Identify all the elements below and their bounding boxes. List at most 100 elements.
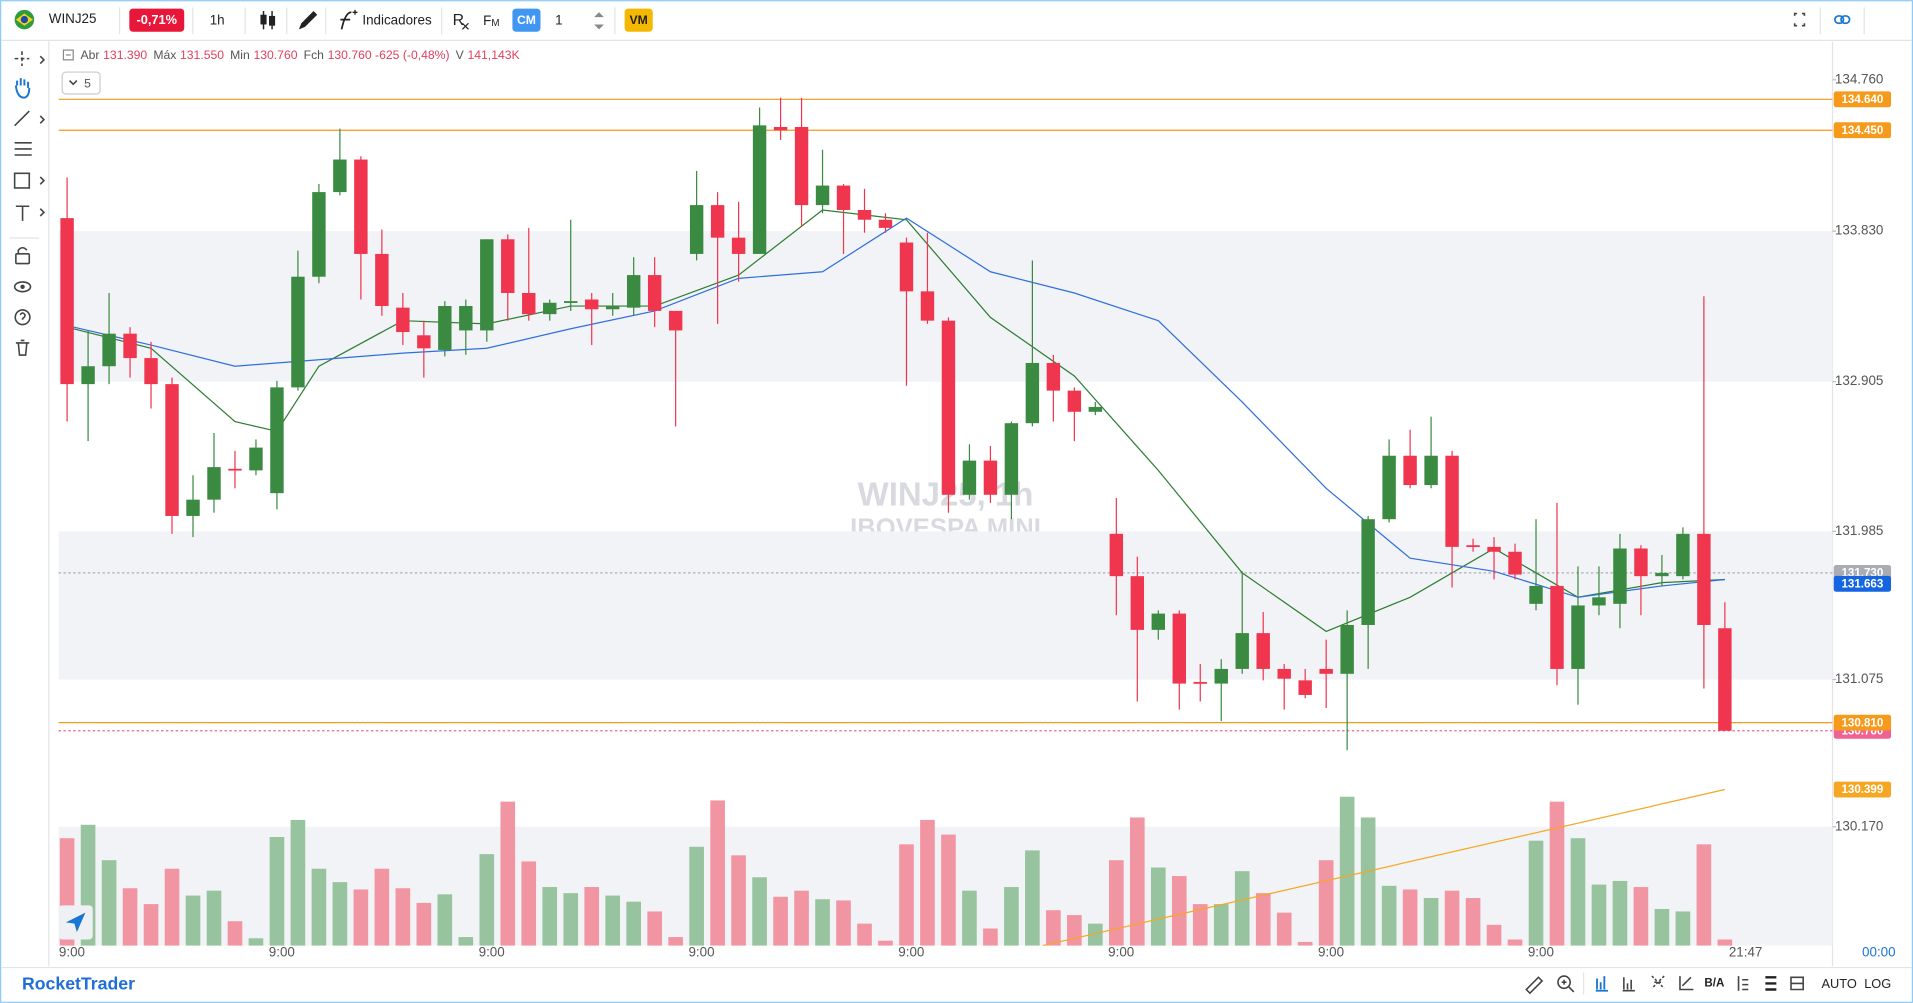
volume-bar — [395, 888, 411, 946]
auto-scale[interactable]: AUTO — [1821, 976, 1856, 991]
volume-bar — [458, 937, 474, 946]
zoom-plus — [1561, 979, 1575, 993]
volume-bar — [710, 800, 725, 946]
book-icon[interactable] — [1737, 976, 1749, 991]
line-tool[interactable] — [14, 110, 30, 127]
candle-body — [1046, 362, 1061, 391]
volume-bar — [731, 855, 746, 946]
volume-bar — [1654, 908, 1670, 946]
text-tool[interactable] — [15, 205, 30, 221]
spinner[interactable] — [594, 12, 604, 30]
y-tick-label: 131.985 — [1835, 523, 1883, 538]
rx-button[interactable]: R — [453, 12, 464, 29]
volume-bar — [1150, 867, 1166, 946]
eye-pupil — [20, 284, 25, 289]
volume-icon[interactable] — [1595, 976, 1608, 992]
candle-body — [920, 291, 935, 321]
quantity[interactable]: 1 — [555, 12, 562, 27]
grid-icon[interactable] — [1651, 975, 1665, 989]
candle-body — [1655, 572, 1669, 577]
info-label: Fch — [304, 48, 324, 62]
volume-bar — [353, 889, 369, 946]
hand-tool[interactable] — [14, 78, 31, 99]
candle-body — [1403, 455, 1417, 486]
list-icon[interactable] — [1765, 976, 1777, 991]
candle-body — [752, 125, 767, 254]
brand: RocketTrader — [22, 973, 135, 993]
volume-bar — [479, 854, 495, 946]
price-label: 134.450 — [1841, 125, 1883, 137]
volume-bar — [437, 894, 453, 946]
shape-tool[interactable] — [13, 172, 31, 189]
volume-bar — [1381, 885, 1397, 946]
collapse-icon[interactable] — [62, 49, 74, 61]
volume-bar — [374, 868, 390, 946]
volume-bar — [1486, 924, 1502, 946]
volume-bar — [962, 890, 977, 946]
volume-bar — [1507, 939, 1523, 946]
timeframe[interactable]: 1h — [210, 12, 225, 27]
moving-average — [66, 217, 1725, 598]
volume-bar — [1213, 904, 1229, 946]
help-tool[interactable] — [14, 309, 31, 326]
visibility-tool[interactable] — [13, 281, 32, 293]
rx-sub — [461, 22, 469, 30]
volume-bar — [1004, 887, 1019, 946]
cm-button[interactable]: CM — [517, 13, 536, 27]
volume-bar — [332, 882, 348, 946]
log-scale[interactable]: LOG — [1864, 976, 1891, 991]
crosshair-tool[interactable] — [14, 51, 30, 66]
candle-body — [417, 335, 431, 349]
link-icon[interactable] — [1834, 15, 1845, 25]
y-tick-label: 133.830 — [1835, 223, 1883, 238]
candle-body — [899, 242, 914, 292]
bid-ask[interactable]: B/A — [1704, 977, 1725, 989]
candle-body — [647, 275, 662, 311]
candle-body — [815, 185, 830, 206]
price-label: 131.663 — [1841, 578, 1883, 590]
volume-bar — [311, 868, 327, 946]
volume-bar — [122, 888, 138, 946]
delete-tool[interactable] — [15, 339, 30, 356]
ruler-icon[interactable] — [1525, 976, 1544, 995]
volume-bar — [1465, 898, 1481, 946]
indicator-count-box[interactable] — [61, 71, 101, 95]
layout-icon[interactable] — [1790, 976, 1804, 991]
volume-bar — [626, 901, 642, 946]
fib-tool[interactable] — [14, 142, 32, 156]
vm-button[interactable]: VM — [630, 13, 648, 27]
cm-badge — [512, 8, 541, 32]
volume-bar — [248, 938, 264, 946]
candle-body — [1088, 406, 1103, 412]
candle-type-icon[interactable] — [260, 11, 276, 30]
candle-body — [1529, 585, 1543, 604]
candle-body — [1487, 546, 1501, 552]
volume-bar — [1129, 817, 1145, 946]
volume-bar — [185, 895, 201, 946]
volume-bar — [1675, 911, 1691, 946]
volume-bar — [416, 902, 432, 946]
candle-body — [228, 468, 242, 471]
volume-bar — [1549, 801, 1565, 946]
candle-body — [773, 126, 788, 131]
lock-tool[interactable] — [15, 253, 31, 265]
fm-button[interactable]: FM — [483, 12, 499, 28]
scale-icon[interactable] — [1679, 976, 1694, 991]
help-mark — [19, 312, 26, 320]
y-tick-label: 132.905 — [1835, 373, 1883, 388]
draw-icon[interactable] — [298, 11, 318, 30]
bars-icon[interactable] — [1622, 977, 1635, 992]
zoom-icon[interactable] — [1557, 975, 1571, 990]
volume-bar — [1255, 893, 1271, 946]
function-icon[interactable] — [340, 11, 352, 30]
volume-bar — [1591, 884, 1607, 946]
price-label-box — [1833, 714, 1892, 731]
symbol[interactable]: WINJ25 — [49, 11, 97, 26]
trend-line — [1042, 788, 1726, 947]
candle-body — [459, 306, 473, 331]
nav-button[interactable] — [65, 912, 86, 933]
indicators-button[interactable]: Indicadores — [362, 12, 432, 27]
fullscreen-icon[interactable] — [1793, 12, 1806, 27]
volume-bar — [206, 890, 222, 946]
